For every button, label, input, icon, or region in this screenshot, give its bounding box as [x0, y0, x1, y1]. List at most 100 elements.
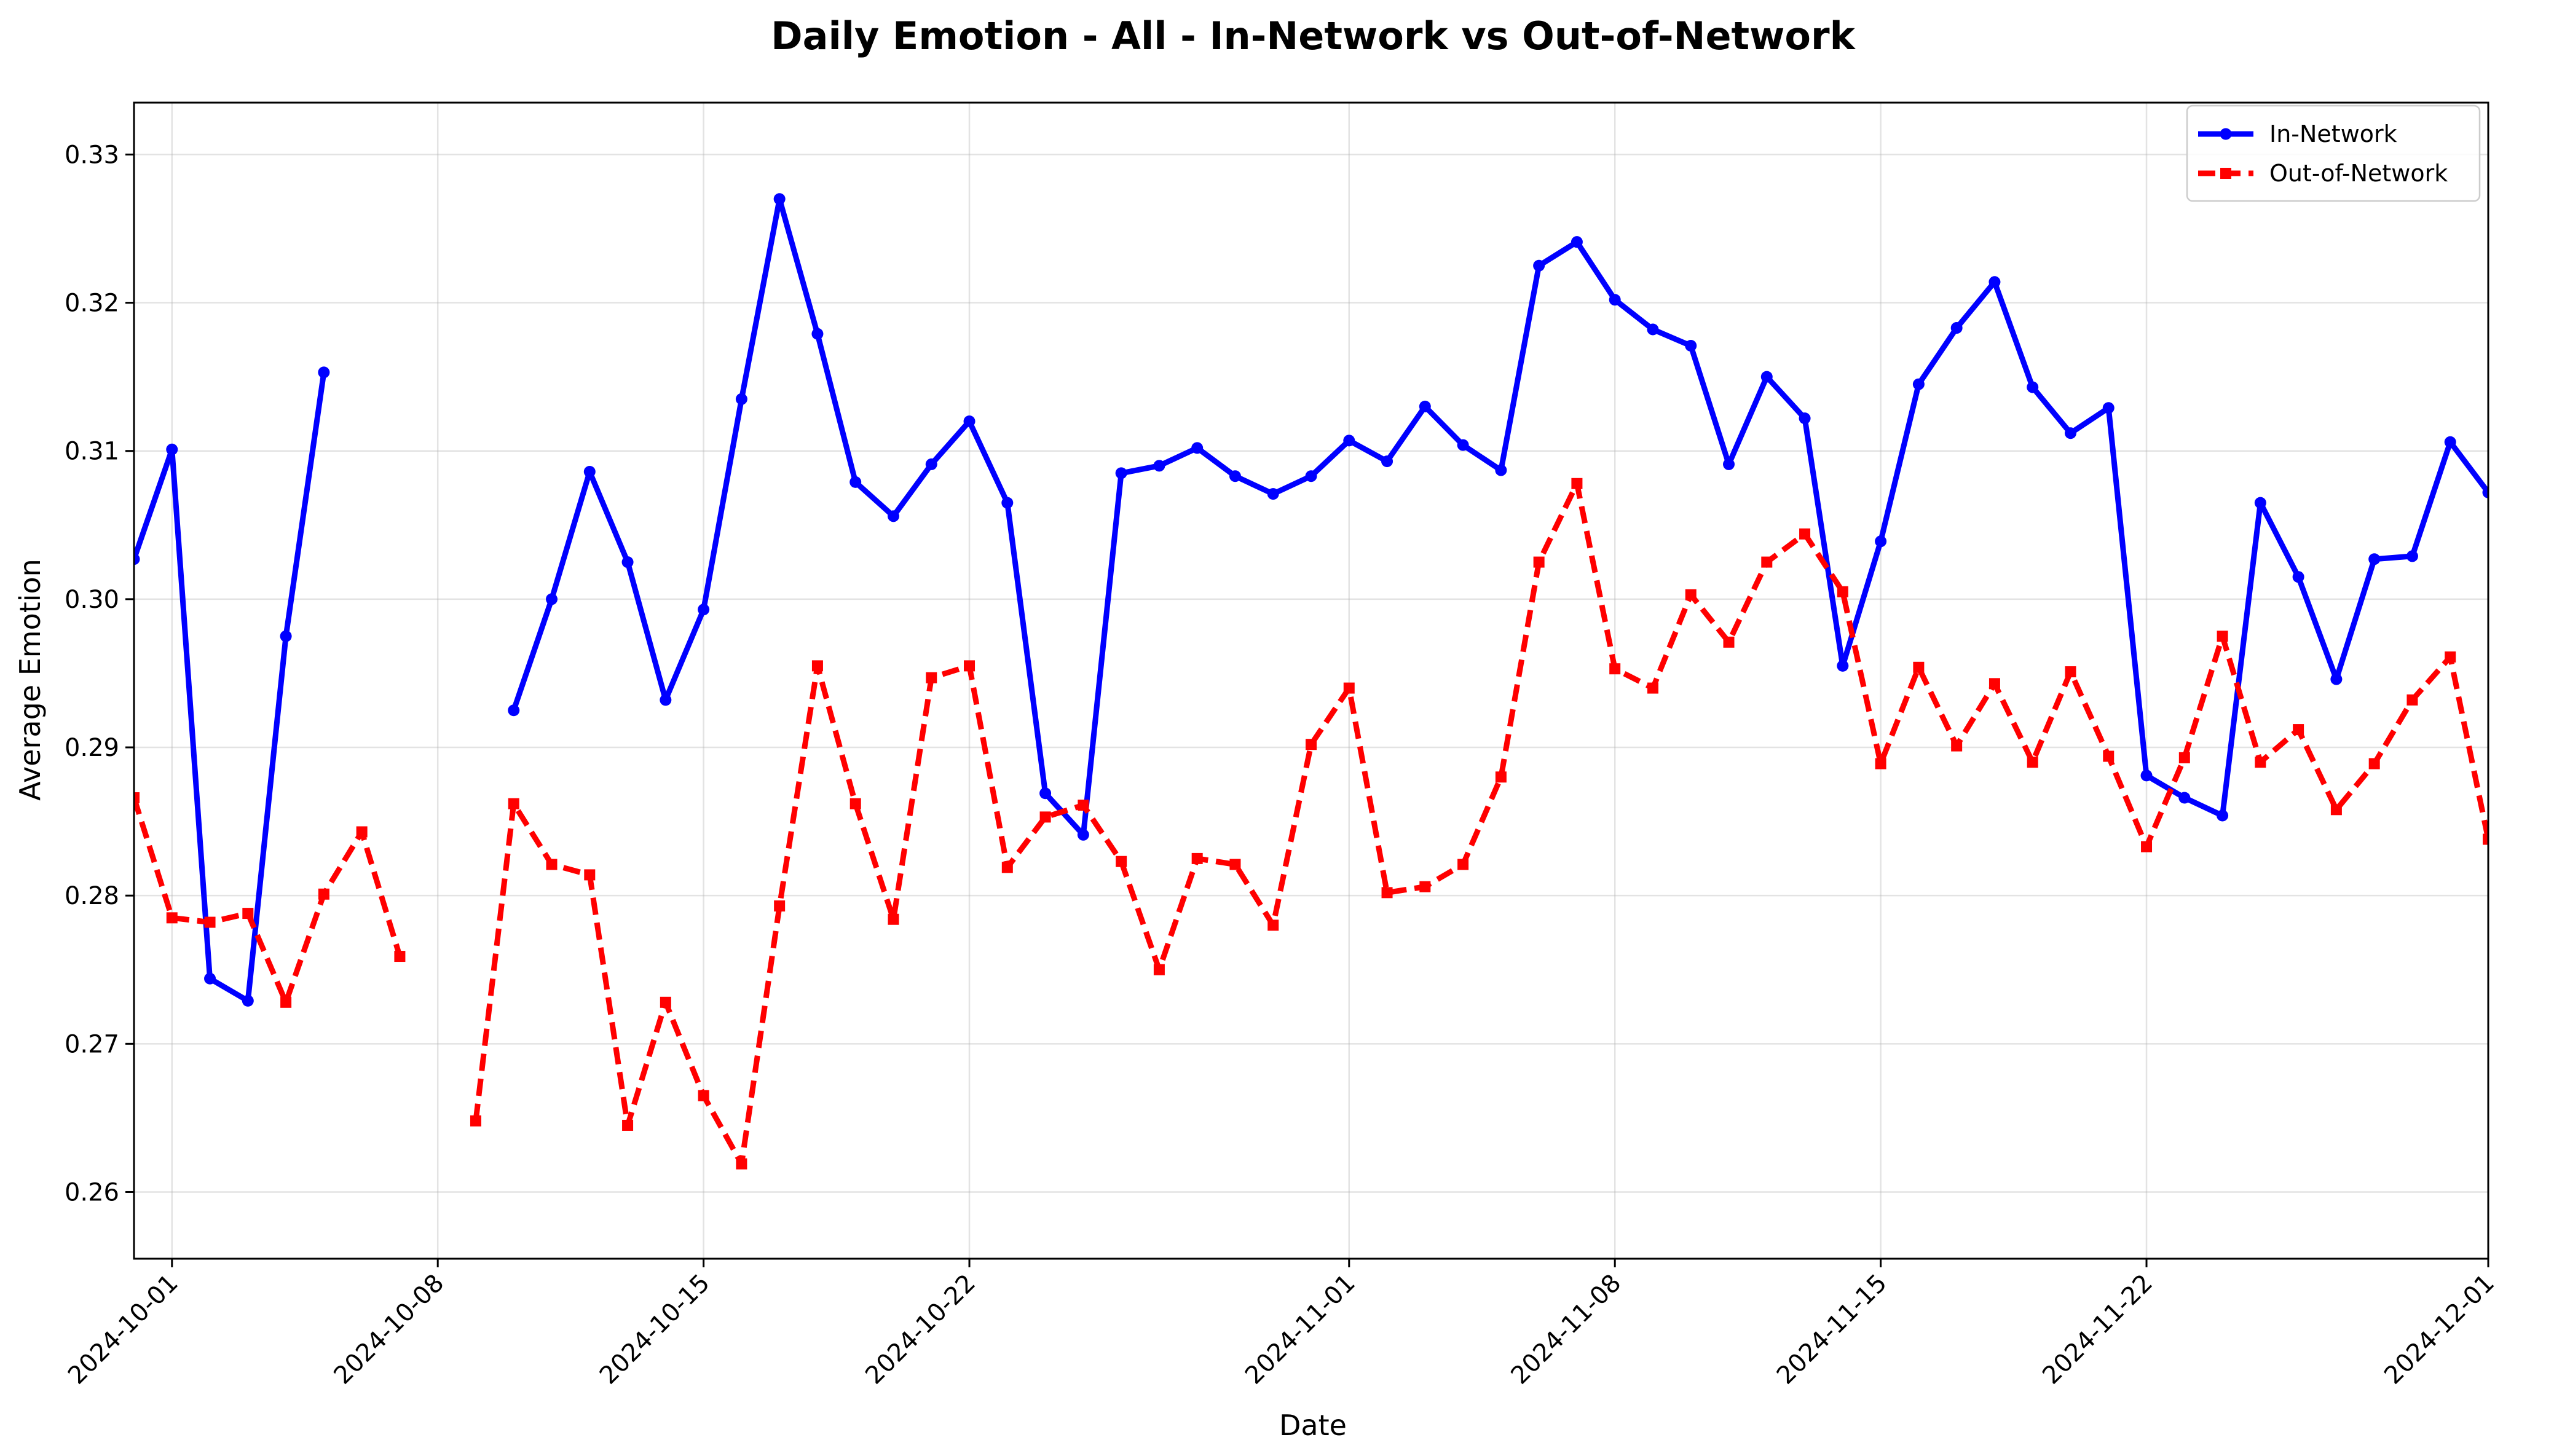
- data-point: [736, 1158, 747, 1170]
- data-point: [2027, 381, 2039, 393]
- data-point: [1077, 828, 1089, 841]
- data-point: [242, 994, 254, 1007]
- data-point: [2103, 750, 2115, 762]
- data-point: [1533, 556, 1545, 568]
- data-point: [166, 443, 178, 455]
- data-point: [660, 996, 671, 1008]
- data-point: [2217, 809, 2229, 822]
- data-point: [1760, 371, 1773, 383]
- data-point: [1495, 464, 1507, 476]
- data-point: [1761, 556, 1773, 568]
- x-tick-label-8: 2024-12-01: [2379, 1269, 2500, 1390]
- data-point: [280, 630, 292, 642]
- data-point: [2293, 724, 2304, 736]
- data-point: [1912, 378, 1925, 390]
- data-point: [735, 393, 747, 405]
- data-point: [1343, 435, 1355, 447]
- series-line-0-1: [511, 196, 2488, 838]
- data-point: [1116, 856, 1127, 867]
- legend: In-Network Out-of-Network: [2186, 104, 2481, 202]
- data-point: [1837, 659, 1849, 672]
- data-point: [2444, 436, 2456, 448]
- data-point: [394, 951, 406, 962]
- y-tick-label-3: 0.29: [65, 734, 119, 762]
- data-point: [1875, 535, 1887, 548]
- data-point: [1495, 771, 1507, 783]
- data-point: [811, 328, 824, 340]
- data-point: [1571, 236, 1583, 248]
- data-point: [2330, 673, 2343, 685]
- plot-frame: [133, 101, 2489, 1260]
- data-point: [204, 972, 216, 985]
- data-point: [849, 798, 861, 809]
- data-point: [1001, 497, 1014, 509]
- data-point: [470, 1115, 481, 1127]
- data-point: [2217, 631, 2228, 642]
- data-point: [811, 660, 823, 672]
- data-point: [1799, 412, 1811, 425]
- legend-label-0: In-Network: [2269, 120, 2397, 148]
- data-point: [1950, 322, 1963, 334]
- series-line-0-0: [134, 372, 327, 1004]
- data-point: [926, 672, 937, 683]
- x-tick-label-4: 2024-11-01: [1240, 1269, 1361, 1390]
- series-line-1-0: [134, 797, 403, 1005]
- data-point: [1343, 682, 1355, 694]
- data-point: [2330, 804, 2342, 816]
- legend-label-1: Out-of-Network: [2269, 160, 2448, 187]
- data-point: [1799, 528, 1811, 540]
- data-point: [1837, 586, 1848, 597]
- data-point: [2102, 402, 2115, 414]
- data-point: [1078, 800, 1089, 811]
- data-point: [1153, 964, 1165, 975]
- series-line-1-1: [473, 481, 2488, 1167]
- data-point: [508, 798, 519, 809]
- data-point: [166, 912, 178, 924]
- series-out-of-network: [134, 478, 2488, 1170]
- data-point: [1267, 488, 1279, 500]
- data-point: [887, 510, 899, 522]
- data-point: [1609, 663, 1621, 675]
- data-point: [1115, 467, 1127, 479]
- data-point: [2065, 666, 2076, 678]
- data-point: [584, 869, 596, 881]
- data-point: [1039, 787, 1052, 800]
- data-point: [1685, 339, 1697, 352]
- x-axis-label: Date: [1279, 1409, 1347, 1442]
- data-point: [318, 366, 330, 379]
- data-point: [508, 704, 520, 717]
- data-point: [1153, 460, 1165, 472]
- data-point: [1723, 636, 1735, 648]
- data-point: [1381, 887, 1393, 899]
- y-tick-label-6: 0.32: [65, 289, 119, 318]
- data-point: [2406, 550, 2418, 562]
- data-point: [2178, 792, 2191, 804]
- data-point: [1989, 678, 2000, 690]
- data-point: [774, 900, 786, 912]
- x-tick-label-1: 2024-10-08: [328, 1269, 449, 1390]
- data-point: [1647, 323, 1659, 336]
- data-point: [964, 660, 976, 672]
- data-point: [963, 415, 976, 427]
- data-point: [2482, 486, 2488, 498]
- x-tick-label-3: 2024-10-22: [860, 1269, 981, 1390]
- data-point: [888, 913, 899, 925]
- x-tick-label-0: 2024-10-01: [63, 1269, 184, 1390]
- data-point: [925, 458, 937, 470]
- x-tick-label-5: 2024-11-08: [1505, 1269, 1626, 1390]
- data-point: [204, 916, 216, 928]
- data-point: [1875, 758, 1886, 769]
- data-point: [1685, 589, 1697, 600]
- data-point: [622, 1119, 634, 1131]
- data-point: [134, 792, 140, 804]
- y-tick-label-1: 0.27: [65, 1030, 119, 1058]
- x-axis: 2024-10-01 2024-10-08 2024-10-15 2024-10-22…: [63, 1259, 2500, 1390]
- data-point: [1533, 259, 1545, 272]
- data-point: [318, 888, 329, 900]
- data-point: [2368, 553, 2381, 565]
- data-point: [583, 465, 596, 478]
- data-point: [621, 556, 634, 569]
- x-tick-label-7: 2024-11-22: [2037, 1269, 2158, 1390]
- data-point: [1229, 470, 1241, 482]
- data-point: [1951, 740, 1963, 752]
